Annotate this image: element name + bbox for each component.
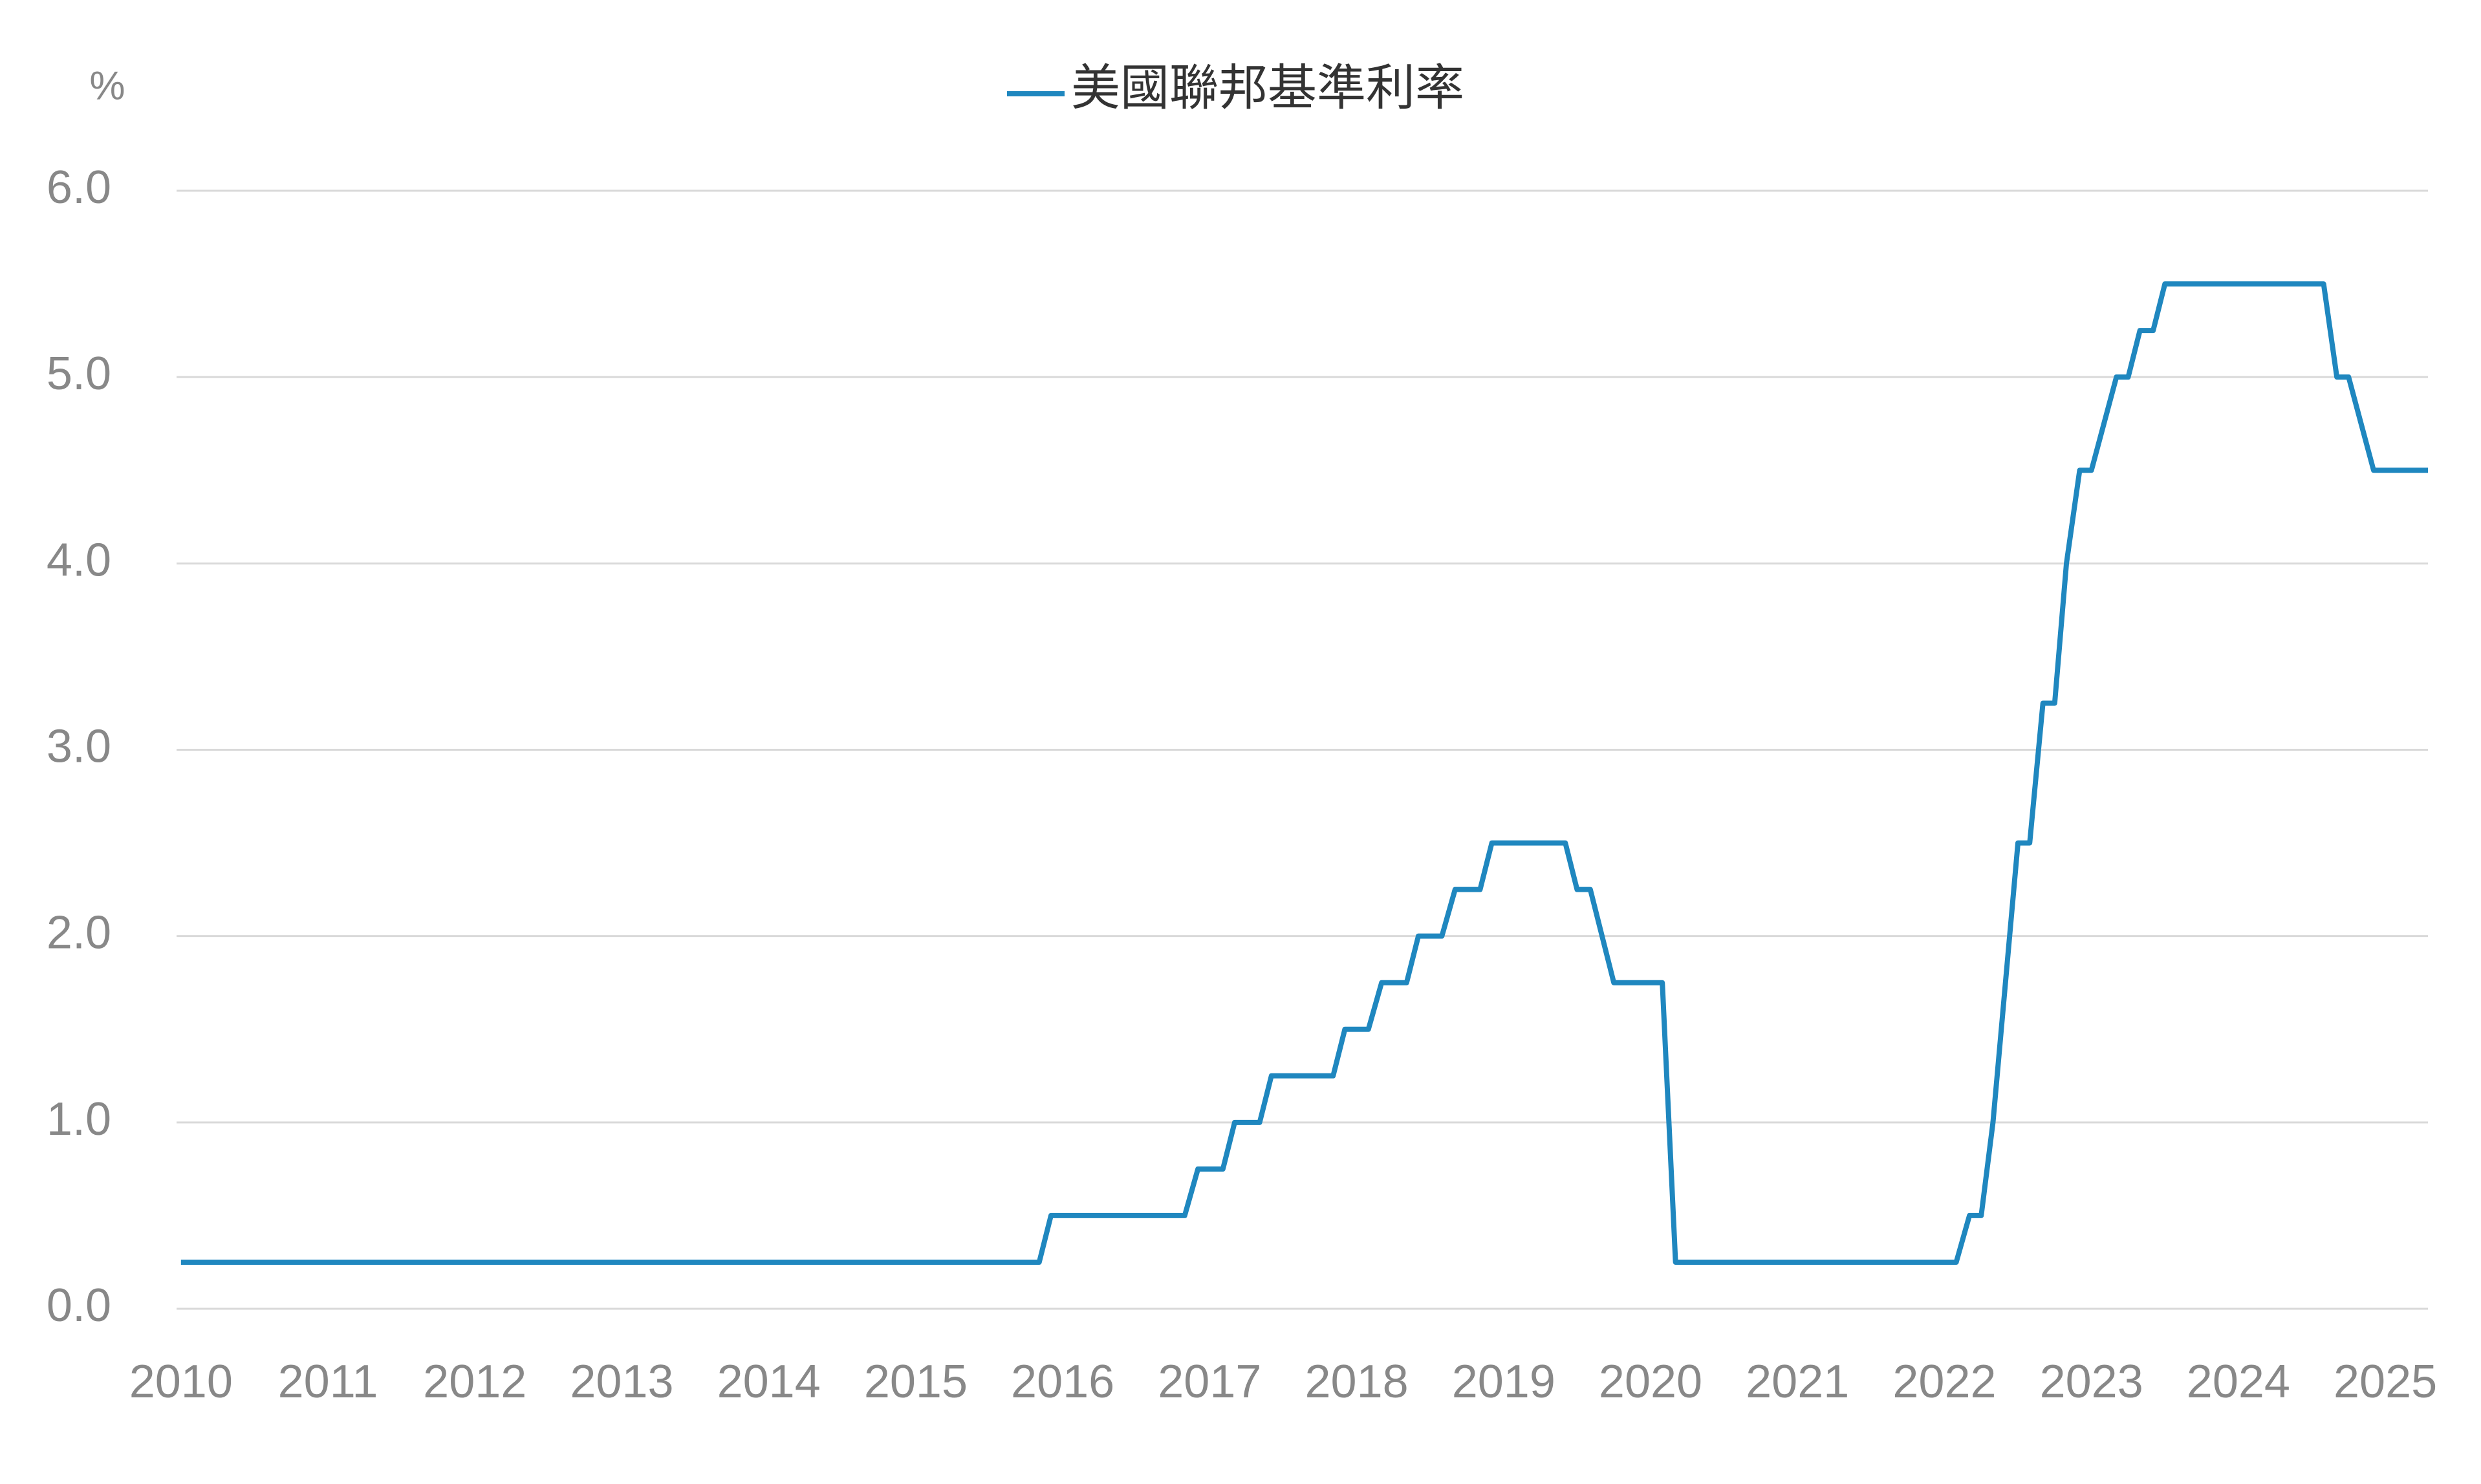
y-tick-label: 4.0 [47, 534, 111, 586]
x-tick-label: 2015 [864, 1356, 968, 1408]
x-tick-label: 2014 [717, 1356, 821, 1408]
y-tick-label: 5.0 [47, 348, 111, 400]
x-tick-label: 2025 [2334, 1356, 2437, 1408]
x-tick-label: 2021 [1746, 1356, 1849, 1408]
x-tick-label: 2013 [570, 1356, 673, 1408]
x-tick-label: 2010 [129, 1356, 233, 1408]
x-tick-label: 2024 [2187, 1356, 2290, 1408]
x-tick-label: 2011 [278, 1356, 378, 1408]
x-tick-label: 2023 [2040, 1356, 2143, 1408]
legend-label: 美國聯邦基準利率 [1071, 61, 1464, 116]
y-tick-label: 2.0 [47, 907, 111, 959]
x-tick-label: 2020 [1599, 1356, 1702, 1408]
x-tick-label: 2019 [1452, 1356, 1555, 1408]
x-tick-label: 2017 [1158, 1356, 1261, 1408]
x-tick-label: 2018 [1305, 1356, 1408, 1408]
x-tick-label: 2016 [1011, 1356, 1114, 1408]
y-tick-label: 0.0 [47, 1280, 111, 1331]
x-tick-label: 2012 [423, 1356, 526, 1408]
y-tick-label: 6.0 [47, 162, 111, 213]
y-axis-label: % [89, 63, 125, 108]
y-tick-label: 3.0 [47, 721, 111, 773]
y-tick-label: 1.0 [47, 1093, 111, 1145]
rate-line [180, 281, 2428, 1265]
x-tick-label: 2022 [1892, 1356, 1996, 1408]
